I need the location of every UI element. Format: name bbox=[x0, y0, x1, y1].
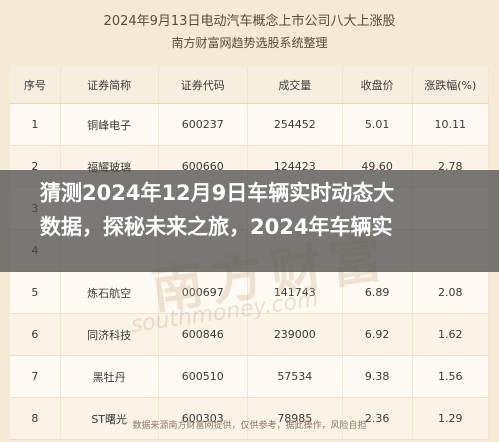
headline[interactable]: 猜测2024年12月9日车辆实时动态大 数据，探秘未来之旅，2024年车辆实 bbox=[40, 176, 470, 244]
headline-line: 猜测2024年12月9日车辆实时动态大 bbox=[40, 181, 395, 205]
table-cell: 6 bbox=[10, 313, 61, 356]
table-cell: 炼石航空 bbox=[60, 271, 159, 314]
table-cell: 2.08 bbox=[412, 271, 490, 314]
table-row: 6 同济科技 600846 239000 6.92 1.62 bbox=[10, 313, 490, 356]
table-cell: 1 bbox=[10, 103, 61, 146]
table-row: 1 铜峰电子 600237 254452 5.01 10.11 bbox=[10, 103, 490, 146]
column-header: 序号 bbox=[10, 67, 61, 104]
table-cell: 239000 bbox=[247, 313, 343, 356]
table-row: 8 ST曙光 600303 78985 2.36 1.29 bbox=[10, 397, 490, 440]
headline-overlay[interactable]: 猜测2024年12月9日车辆实时动态大 数据，探秘未来之旅，2024年车辆实 bbox=[0, 170, 499, 272]
table-row: 7 黑牡丹 600510 57534 9.38 1.56 bbox=[10, 355, 490, 398]
table-cell: 5 bbox=[10, 271, 61, 314]
table-cell: 5.01 bbox=[342, 103, 413, 146]
column-header: 收盘价 bbox=[342, 67, 413, 104]
table-cell: 7 bbox=[10, 355, 61, 398]
table-cell: 2.36 bbox=[342, 397, 413, 440]
source-note: 数据来源南方财富网提供，仅供参考，据此操作，风险自担 bbox=[132, 421, 367, 431]
table-cell: 000697 bbox=[158, 271, 248, 314]
table-cell: 铜峰电子 bbox=[60, 103, 159, 146]
table-cell: 同济科技 bbox=[60, 313, 159, 356]
table-cell: 10.11 bbox=[412, 103, 490, 146]
table-cell: 141743 bbox=[247, 271, 343, 314]
table-header-row: 序号 证券简称 证券代码 成交量 收盘价 涨跌幅(%) bbox=[10, 67, 490, 104]
table-cell: 600846 bbox=[158, 313, 248, 356]
table-cell: 6.89 bbox=[342, 271, 413, 314]
headline-line: 数据，探秘未来之旅，2024年车辆实 bbox=[40, 215, 393, 239]
table-title: 2024年9月13日电动汽车概念上市公司八大上涨股 bbox=[103, 14, 396, 29]
table-row: 5 炼石航空 000697 141743 6.89 2.08 bbox=[10, 271, 490, 314]
table-cell: 8 bbox=[10, 397, 61, 440]
table-cell: ST曙光 bbox=[60, 397, 159, 440]
table-cell: 254452 bbox=[247, 103, 343, 146]
column-header: 证券代码 bbox=[158, 67, 248, 104]
table-cell: 黑牡丹 bbox=[60, 355, 159, 398]
table-cell: 1.29 bbox=[412, 397, 490, 440]
table-cell: 1.62 bbox=[412, 313, 490, 356]
table-cell: 78985 bbox=[247, 397, 343, 440]
table-cell: 600237 bbox=[158, 103, 248, 146]
table-cell: 1.56 bbox=[412, 355, 490, 398]
table-cell: 57534 bbox=[247, 355, 343, 398]
column-header: 成交量 bbox=[247, 67, 343, 104]
table-cell: 9.38 bbox=[342, 355, 413, 398]
column-header: 证券简称 bbox=[60, 67, 159, 104]
table-subtitle: 南方财富网趋势选股系统整理 bbox=[171, 36, 328, 50]
table-cell: 6.92 bbox=[342, 313, 413, 356]
table-cell: 600510 bbox=[158, 355, 248, 398]
table-cell: 600303 bbox=[158, 397, 248, 440]
column-header: 涨跌幅(%) bbox=[412, 67, 490, 104]
